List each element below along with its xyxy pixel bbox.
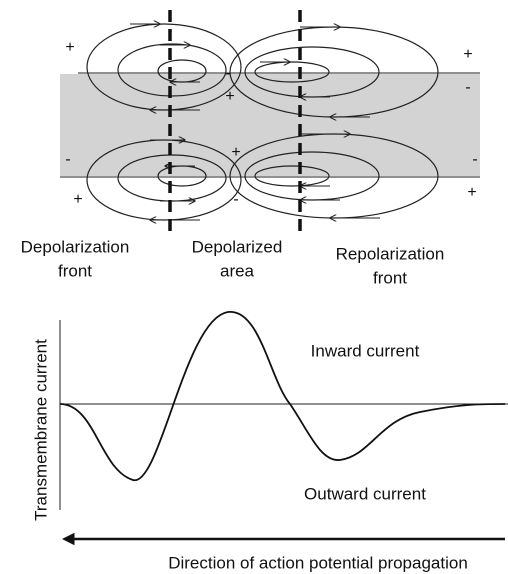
region-label: Depolarization bbox=[21, 237, 130, 256]
charge-sign: + bbox=[231, 144, 240, 161]
charge-sign: + bbox=[65, 39, 74, 56]
charge-sign: - bbox=[472, 151, 477, 168]
region-labels: Depolarization front Depolarized area Re… bbox=[21, 237, 445, 287]
charges: + - + + - - + - + - + bbox=[65, 39, 477, 208]
region-label: front bbox=[58, 261, 92, 280]
charge-sign: + bbox=[463, 46, 472, 63]
inward-label: Inward current bbox=[311, 341, 420, 360]
charge-sign: + bbox=[225, 88, 234, 105]
current-curve bbox=[59, 311, 506, 481]
charge-sign: + bbox=[467, 184, 476, 201]
charge-sign: - bbox=[65, 151, 70, 168]
current-loops bbox=[86, 24, 439, 220]
y-axis-label: Transmembrane current bbox=[31, 339, 50, 521]
outward-label: Outward current bbox=[304, 484, 426, 503]
charge-sign: - bbox=[225, 65, 230, 82]
region-label: front bbox=[373, 268, 407, 287]
region-label: Depolarized bbox=[192, 237, 283, 256]
charge-sign: - bbox=[233, 191, 238, 208]
membrane bbox=[60, 74, 480, 176]
charge-sign: + bbox=[73, 191, 82, 208]
charge-sign: - bbox=[465, 79, 470, 96]
region-label: area bbox=[220, 261, 255, 280]
direction-label: Direction of action potential propagatio… bbox=[168, 553, 468, 572]
region-label: Repolarization bbox=[336, 244, 445, 263]
